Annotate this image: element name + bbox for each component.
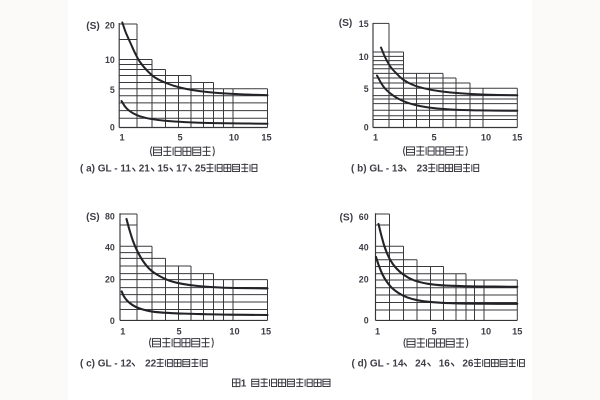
svg-text:10: 10 — [481, 132, 491, 142]
svg-text:1: 1 — [241, 378, 247, 389]
svg-text:5: 5 — [176, 326, 181, 336]
svg-text:( c) GL - 12: ( c) GL - 12 — [80, 359, 132, 370]
svg-text:5: 5 — [431, 132, 436, 142]
svg-text:( a) GL - 11: ( a) GL - 11 — [80, 164, 131, 175]
svg-text:23: 23 — [417, 164, 429, 175]
svg-text:22: 22 — [145, 359, 157, 370]
svg-text:26: 26 — [462, 359, 474, 370]
svg-text:( d) GL - 14: ( d) GL - 14 — [352, 359, 404, 370]
svg-text:5: 5 — [431, 326, 436, 336]
svg-text:1: 1 — [373, 132, 378, 142]
svg-text:24: 24 — [415, 359, 427, 370]
svg-text:21: 21 — [139, 164, 151, 175]
svg-text:1: 1 — [120, 326, 125, 336]
svg-text:5: 5 — [177, 132, 182, 142]
svg-text:0: 0 — [364, 316, 369, 326]
svg-text:(S): (S) — [86, 21, 100, 32]
svg-text:60: 60 — [359, 212, 369, 222]
svg-text:20: 20 — [105, 20, 115, 30]
svg-text:25: 25 — [195, 164, 207, 175]
svg-text:0: 0 — [364, 122, 369, 132]
svg-text:10: 10 — [229, 132, 239, 142]
svg-text:15: 15 — [512, 132, 522, 142]
svg-text:15: 15 — [359, 19, 369, 29]
svg-text:1: 1 — [375, 326, 380, 336]
svg-text:16: 16 — [439, 359, 451, 370]
svg-text:40: 40 — [359, 243, 369, 253]
svg-text:15: 15 — [261, 326, 271, 336]
svg-text:(S): (S) — [340, 213, 354, 224]
svg-text:5: 5 — [110, 85, 115, 95]
svg-text:15: 15 — [261, 132, 271, 142]
svg-text:17: 17 — [176, 164, 188, 175]
svg-text:1: 1 — [119, 132, 124, 142]
svg-text:10: 10 — [229, 326, 239, 336]
svg-text:40: 40 — [105, 243, 115, 253]
svg-text:(S): (S) — [86, 212, 100, 223]
svg-text:20: 20 — [105, 274, 115, 284]
svg-text:( b) GL - 13: ( b) GL - 13 — [351, 164, 403, 175]
svg-text:80: 80 — [105, 212, 115, 222]
svg-text:5: 5 — [364, 84, 369, 94]
svg-text:(S): (S) — [339, 18, 353, 29]
svg-text:0: 0 — [110, 316, 115, 326]
svg-text:10: 10 — [481, 326, 491, 336]
svg-text:15: 15 — [157, 164, 169, 175]
svg-text:10: 10 — [105, 55, 115, 65]
svg-text:20: 20 — [359, 274, 369, 284]
svg-text:0: 0 — [110, 123, 115, 133]
svg-text:10: 10 — [359, 52, 369, 62]
svg-text:15: 15 — [512, 326, 522, 336]
